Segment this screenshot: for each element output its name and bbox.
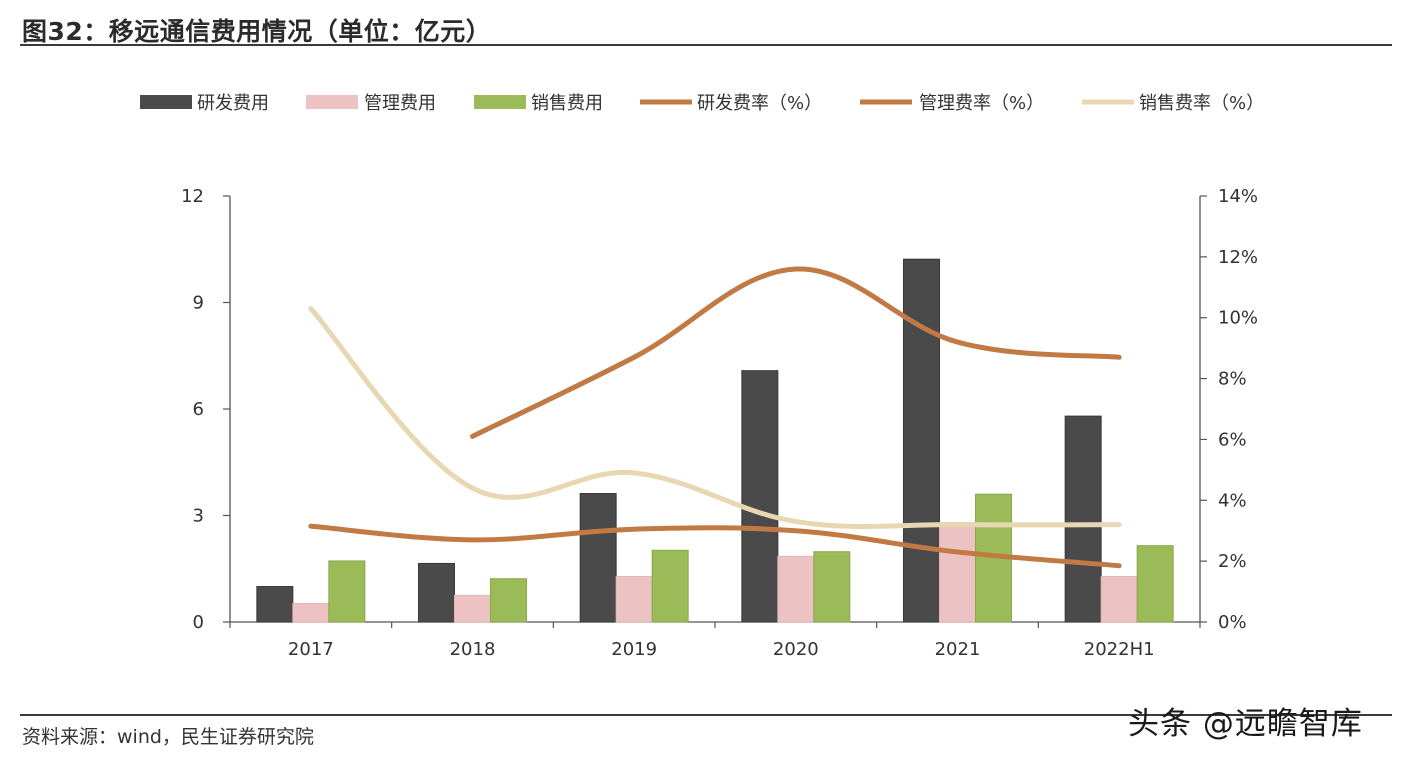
bar-rd [1064,415,1102,623]
legend-label: 销售费用 [531,93,603,114]
axes: 0 3 6 9 12 0% 2% 4% 6% 8% 10% 12% 14% 2017 2018 2019 202… [181,186,1258,660]
bar-admin [777,555,815,623]
x-tick-label: 2019 [611,639,657,660]
right-tick-label: 4% [1218,490,1247,511]
line-admin-rate [308,523,1122,569]
right-tick-label: 8% [1218,369,1247,390]
title-divider [20,44,1392,46]
bar-sales [328,560,366,623]
rate-lines [308,266,1122,569]
x-tick-label: 2022H1 [1084,639,1155,660]
chart-title: 图32：移远通信费用情况（单位：亿元） [22,17,492,46]
legend: 研发费用 管理费用 销售费用 研发费率（%） 管理费率（%） 销售费率（%） [140,93,1264,114]
bar-admin [454,594,491,623]
legend-swatch [140,95,192,109]
left-tick-label: 6 [193,399,204,420]
source-note: 资料来源：wind，民生证券研究院 [22,726,314,748]
bars [256,258,1174,623]
bar-admin [615,576,653,623]
bar-sales [813,551,851,623]
legend-swatch [474,95,526,109]
left-tick-label: 3 [193,506,204,527]
right-tick-label: 6% [1218,429,1247,450]
x-tick-label: 2020 [773,639,819,660]
x-tick-label: 2021 [935,639,981,660]
bar-admin [939,522,976,623]
footer-divider [20,714,1392,716]
x-tick-label: 2017 [288,639,334,660]
bar-admin [292,603,330,623]
bar-sales [490,578,527,623]
bar-rd [741,370,779,623]
bar-rd [418,562,455,623]
bar-sales [651,549,689,623]
line-sales-rate [308,306,1122,530]
x-tick-label: 2018 [450,639,496,660]
bar-rd [579,492,617,623]
bar-admin [1100,576,1138,623]
bar-rd [903,258,940,623]
left-tick-label: 9 [193,293,204,314]
legend-label: 研发费率（%） [697,93,822,114]
right-tick-label: 2% [1218,551,1247,572]
legend-label: 管理费用 [364,93,436,114]
legend-label: 管理费率（%） [919,93,1044,114]
left-tick-label: 0 [193,612,204,633]
legend-label: 研发费用 [197,93,269,114]
legend-label: 销售费率（%） [1139,93,1264,114]
right-tick-label: 14% [1218,186,1258,207]
bar-rd [256,586,294,623]
bar-sales [1136,545,1174,623]
right-tick-label: 12% [1218,247,1258,268]
line-rd-rate [470,266,1122,439]
legend-swatch [306,95,358,109]
right-tick-label: 10% [1218,308,1258,329]
left-tick-label: 12 [181,186,204,207]
watermark: 头条 @远瞻智库 [1128,706,1363,742]
right-tick-label: 0% [1218,612,1247,633]
